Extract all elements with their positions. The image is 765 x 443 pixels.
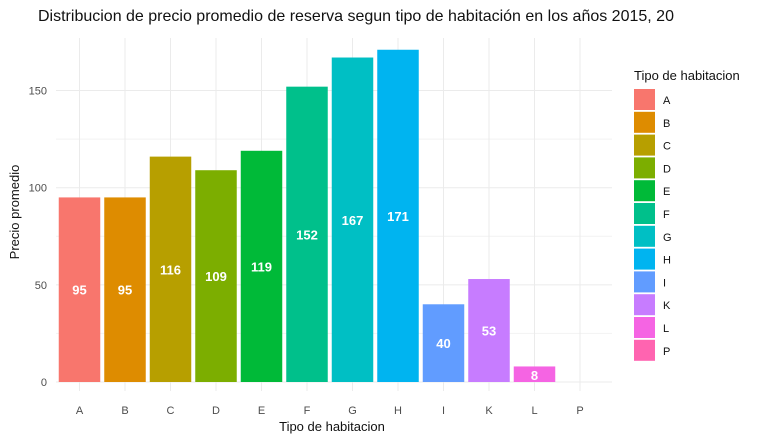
bar-label-B: 95 xyxy=(118,283,132,298)
bar-label-D: 109 xyxy=(205,269,227,284)
legend-swatch-L xyxy=(634,317,655,338)
legend-item-A: A xyxy=(634,89,671,110)
legend-label-G: G xyxy=(663,232,672,244)
bar-label-I: 40 xyxy=(436,336,450,351)
legend-swatch-I xyxy=(634,271,655,293)
legend-label-K: K xyxy=(663,300,671,312)
y-tick-label-50: 50 xyxy=(35,280,47,292)
bar-label-L: 8 xyxy=(531,368,538,383)
y-axis-tick-labels: 0 50 100 150 xyxy=(29,86,47,389)
bar-C xyxy=(149,156,192,382)
x-tick-label-L: L xyxy=(531,405,537,417)
legend-item-C: C xyxy=(634,134,671,156)
bar-label-H: 171 xyxy=(387,209,409,224)
bar-K xyxy=(468,279,510,382)
legend-title: Tipo de habitacion xyxy=(634,68,740,83)
bar-A xyxy=(58,197,101,382)
legend-swatch-F xyxy=(634,203,655,224)
y-tick-label-100: 100 xyxy=(29,183,47,195)
x-tick-label-D: D xyxy=(212,405,220,417)
legend-label-B: B xyxy=(663,118,670,130)
bar-labels-group: 95 95 116 109 119 152 167 171 40 53 8 xyxy=(72,209,538,383)
legend-label-F: F xyxy=(663,209,670,221)
bar-label-K: 53 xyxy=(482,324,496,339)
legend-label-H: H xyxy=(663,255,671,267)
bar-label-G: 167 xyxy=(342,213,364,228)
legend-item-L: L xyxy=(634,317,669,338)
x-tick-label-A: A xyxy=(76,405,84,417)
legend-item-F: F xyxy=(634,203,670,224)
bar-H xyxy=(377,49,419,382)
x-tick-label-H: H xyxy=(394,405,402,417)
legend-label-P: P xyxy=(663,346,670,358)
legend-item-H: H xyxy=(634,248,671,270)
legend-item-K: K xyxy=(634,294,671,316)
legend-swatch-D xyxy=(634,157,655,179)
bar-L xyxy=(513,366,556,382)
bar-label-C: 116 xyxy=(160,262,181,277)
bar-label-A: 95 xyxy=(72,283,86,298)
x-tick-label-F: F xyxy=(304,405,311,417)
chart-title: Distribucion de precio promedio de reser… xyxy=(38,8,674,25)
x-tick-label-I: I xyxy=(442,405,445,417)
legend-item-D: D xyxy=(634,157,671,179)
x-axis-title: Tipo de habitacion xyxy=(279,419,385,434)
y-tick-label-150: 150 xyxy=(29,86,47,98)
legend-item-E: E xyxy=(634,180,670,202)
legend-item-B: B xyxy=(634,111,670,133)
x-tick-label-P: P xyxy=(576,405,583,417)
legend-label-A: A xyxy=(663,95,671,107)
bar-F xyxy=(286,86,328,382)
legend-item-P: P xyxy=(634,339,670,361)
bar-I xyxy=(422,304,465,382)
legend-swatch-E xyxy=(634,180,655,202)
x-tick-label-C: C xyxy=(167,405,175,417)
bar-D xyxy=(195,170,237,382)
x-tick-label-K: K xyxy=(485,405,493,417)
legend-label-D: D xyxy=(663,163,671,175)
x-tick-label-E: E xyxy=(258,405,265,417)
bar-G xyxy=(331,57,374,382)
legend-item-G: G xyxy=(634,225,672,247)
bar-label-E: 119 xyxy=(251,259,272,274)
legend-swatch-H xyxy=(634,248,655,270)
legend-label-L: L xyxy=(663,323,669,335)
x-tick-label-G: G xyxy=(348,405,357,417)
legend-swatch-A xyxy=(634,89,655,110)
legend-label-C: C xyxy=(663,141,671,153)
legend-label-E: E xyxy=(663,186,670,198)
y-tick-label-0: 0 xyxy=(41,377,47,389)
bar-E xyxy=(240,150,283,382)
legend-swatch-B xyxy=(634,111,655,133)
legend-swatch-P xyxy=(634,339,655,361)
bar-B xyxy=(104,197,146,382)
legend-swatch-C xyxy=(634,134,655,156)
legend-label-I: I xyxy=(663,277,666,289)
bars-group xyxy=(58,49,556,382)
legend-item-I: I xyxy=(634,271,666,293)
y-axis-title: Precio promedio xyxy=(7,165,22,260)
x-tick-label-B: B xyxy=(121,405,128,417)
legend-swatch-K xyxy=(634,294,655,316)
legend-swatch-G xyxy=(634,225,655,247)
bar-label-F: 152 xyxy=(296,227,318,242)
